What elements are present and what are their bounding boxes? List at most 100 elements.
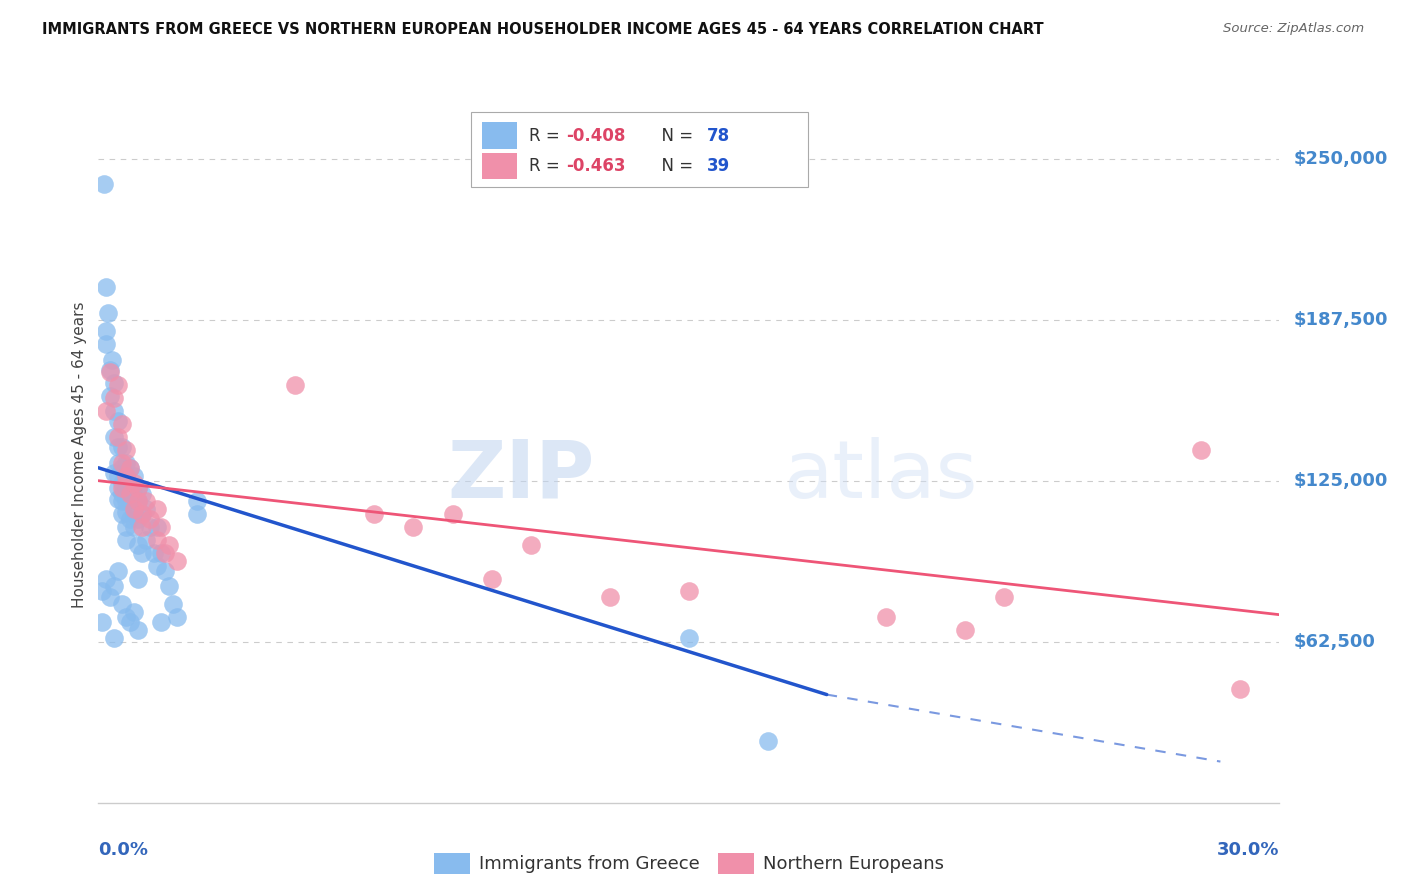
Point <box>157 579 180 593</box>
Point <box>127 538 149 552</box>
Point <box>103 376 125 390</box>
Point <box>101 352 124 367</box>
Point <box>131 520 153 534</box>
Point <box>103 579 125 593</box>
Point <box>103 391 125 405</box>
Point <box>756 734 779 748</box>
Point <box>107 564 129 578</box>
Point <box>107 456 129 470</box>
Point <box>118 486 141 500</box>
Point <box>115 482 138 496</box>
Point <box>115 468 138 483</box>
Point <box>186 494 208 508</box>
Point <box>118 460 141 475</box>
Point <box>97 306 120 320</box>
Text: 30.0%: 30.0% <box>1218 841 1279 859</box>
Point <box>111 507 134 521</box>
Text: N =: N = <box>651 127 699 145</box>
Point <box>91 584 114 599</box>
Point <box>150 615 173 630</box>
Legend: Immigrants from Greece, Northern Europeans: Immigrants from Greece, Northern Europea… <box>434 853 943 874</box>
Point <box>122 507 145 521</box>
Point <box>111 440 134 454</box>
Point <box>678 584 700 599</box>
Point <box>520 538 543 552</box>
Point <box>135 494 157 508</box>
Point <box>131 486 153 500</box>
Point <box>107 440 129 454</box>
Point <box>96 572 118 586</box>
Text: $250,000: $250,000 <box>1294 150 1388 168</box>
Point <box>127 572 149 586</box>
Text: 39: 39 <box>707 157 731 175</box>
Point <box>166 553 188 567</box>
Point <box>363 507 385 521</box>
Point <box>162 598 184 612</box>
Text: 78: 78 <box>707 127 730 145</box>
Point <box>150 520 173 534</box>
Text: ZIP: ZIP <box>447 437 595 515</box>
Point <box>131 507 153 521</box>
Point <box>481 572 503 586</box>
Point <box>122 502 145 516</box>
Text: N =: N = <box>651 157 699 175</box>
Point <box>103 430 125 444</box>
Point <box>98 389 121 403</box>
Point <box>96 404 118 418</box>
Point <box>115 494 138 508</box>
Point <box>150 546 173 560</box>
Point <box>131 546 153 560</box>
Point <box>127 512 149 526</box>
Text: -0.463: -0.463 <box>567 157 626 175</box>
Point <box>91 615 114 630</box>
Text: R =: R = <box>529 157 565 175</box>
Point <box>118 482 141 496</box>
Point <box>166 610 188 624</box>
Point <box>127 494 149 508</box>
Point <box>107 414 129 428</box>
Point <box>138 520 160 534</box>
Point <box>135 502 157 516</box>
Point <box>111 598 134 612</box>
Point <box>118 494 141 508</box>
Point <box>993 590 1015 604</box>
Point <box>98 590 121 604</box>
Point <box>284 378 307 392</box>
Point <box>1229 682 1251 697</box>
Text: Source: ZipAtlas.com: Source: ZipAtlas.com <box>1223 22 1364 36</box>
Point <box>96 337 118 351</box>
Point <box>599 590 621 604</box>
Point <box>98 363 121 377</box>
Point <box>96 324 118 338</box>
Point <box>1189 442 1212 457</box>
Point <box>103 631 125 645</box>
Point <box>122 486 145 500</box>
Point <box>131 507 153 521</box>
Point <box>111 494 134 508</box>
Point <box>115 442 138 457</box>
Point <box>127 482 149 496</box>
Point <box>96 280 118 294</box>
Point <box>146 533 169 547</box>
Point <box>118 460 141 475</box>
Point <box>953 623 976 637</box>
Point <box>93 178 115 192</box>
Point <box>111 417 134 431</box>
Point <box>111 476 134 491</box>
Point <box>146 558 169 573</box>
Text: -0.408: -0.408 <box>567 127 626 145</box>
Point <box>157 538 180 552</box>
Point <box>127 482 149 496</box>
Point <box>186 507 208 521</box>
Point <box>103 404 125 418</box>
Point <box>115 505 138 519</box>
Text: $125,000: $125,000 <box>1294 472 1388 490</box>
Point <box>155 564 177 578</box>
Point <box>115 468 138 483</box>
Point <box>107 482 129 496</box>
Point <box>142 546 165 560</box>
Point <box>111 486 134 500</box>
Point <box>98 366 121 380</box>
Point <box>103 466 125 480</box>
Point <box>122 468 145 483</box>
